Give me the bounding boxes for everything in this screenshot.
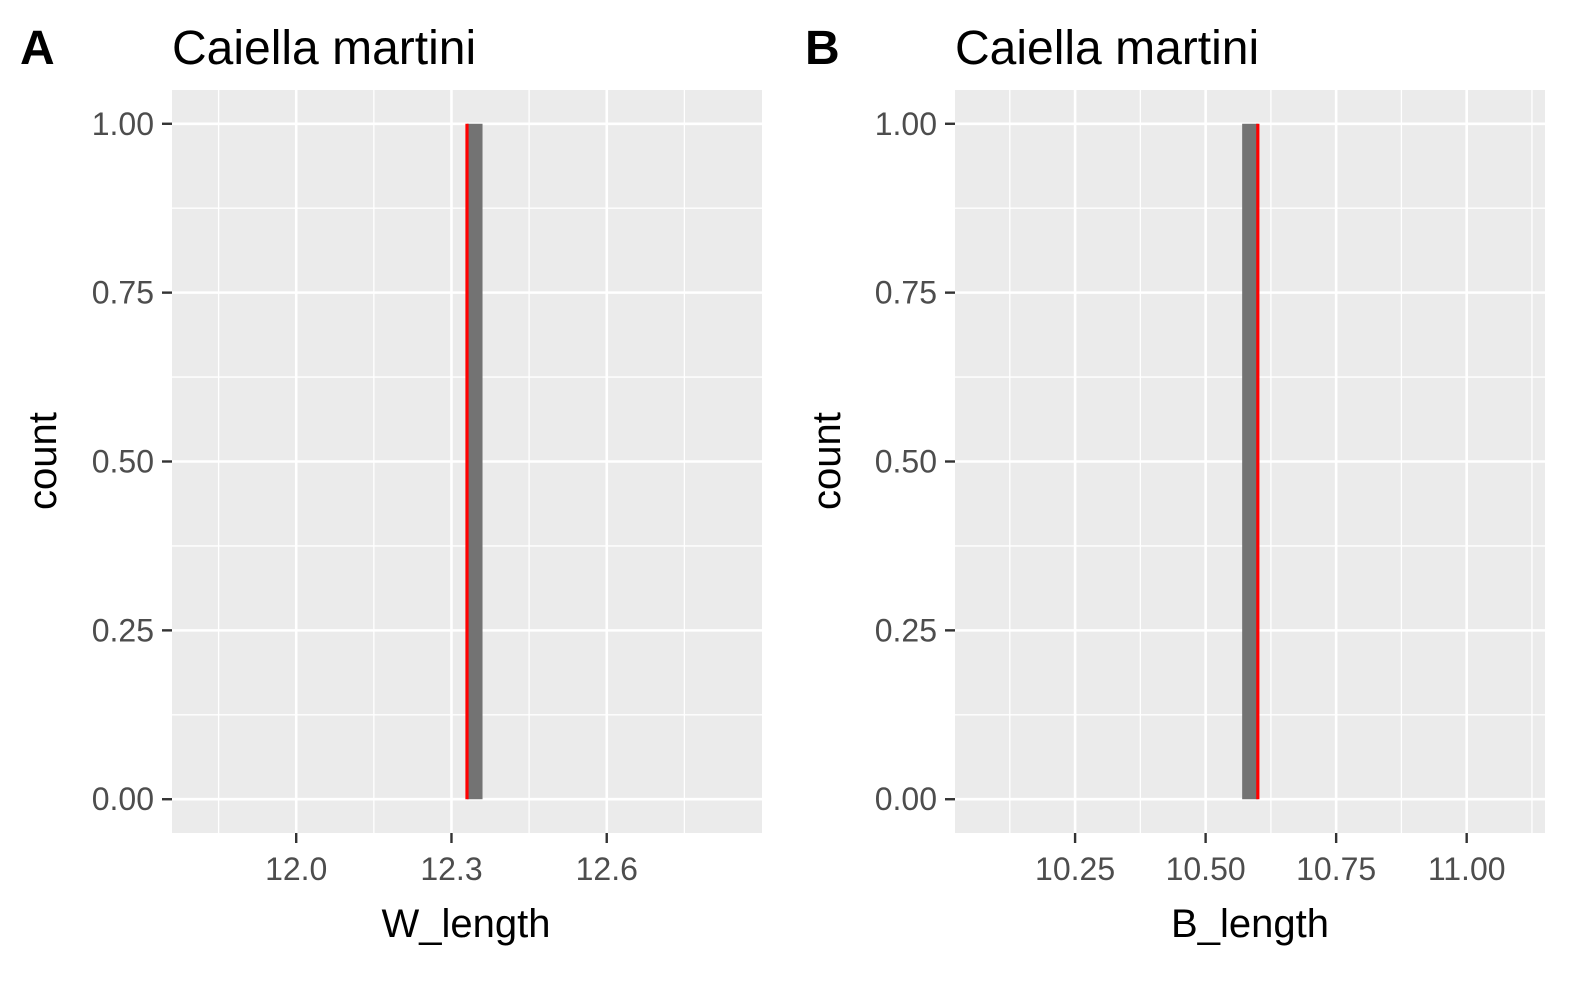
x-tick-label: 10.75 bbox=[1296, 851, 1376, 887]
y-tick-label: 0.75 bbox=[92, 275, 154, 311]
x-axis-title: W_length bbox=[382, 902, 551, 946]
panel-b: B Caiella martini 0.00 0.25 0.50 0.75 1.00 1… bbox=[805, 22, 1545, 946]
y-axis: 0.00 0.25 0.50 0.75 1.00 bbox=[875, 106, 955, 817]
y-axis: 0.00 0.25 0.50 0.75 1.00 bbox=[92, 106, 172, 817]
x-axis: 12.0 12.3 12.6 bbox=[265, 833, 638, 887]
y-axis-title: count bbox=[21, 412, 65, 510]
x-axis-title: B_length bbox=[1171, 902, 1329, 946]
bars bbox=[1242, 123, 1258, 800]
y-tick-label: 0.25 bbox=[875, 612, 937, 648]
y-tick-label: 0.25 bbox=[92, 612, 154, 648]
x-tick-label: 10.50 bbox=[1166, 851, 1246, 887]
panel-tag: B bbox=[805, 22, 840, 75]
y-tick-label: 1.00 bbox=[92, 106, 154, 142]
histogram-bar bbox=[467, 123, 483, 800]
panel-tag: A bbox=[20, 22, 55, 75]
bars bbox=[467, 123, 483, 800]
histogram-bar bbox=[1242, 123, 1258, 800]
x-axis: 10.25 10.50 10.75 11.00 bbox=[1035, 833, 1506, 887]
y-tick-label: 0.50 bbox=[92, 444, 154, 480]
y-tick-label: 0.50 bbox=[875, 444, 937, 480]
y-tick-label: 1.00 bbox=[875, 106, 937, 142]
panel-title: Caiella martini bbox=[955, 22, 1259, 75]
x-tick-label: 11.00 bbox=[1428, 851, 1506, 887]
y-tick-label: 0.75 bbox=[875, 275, 937, 311]
x-tick-label: 12.0 bbox=[265, 851, 327, 887]
x-tick-label: 12.6 bbox=[576, 851, 638, 887]
panel-a: A Caiella martini 0.00 0.25 0.50 0.75 1.00 1… bbox=[20, 22, 762, 946]
panel-title: Caiella martini bbox=[172, 22, 476, 75]
y-axis-title: count bbox=[805, 412, 849, 510]
y-tick-label: 0.00 bbox=[92, 781, 154, 817]
x-tick-label: 12.3 bbox=[420, 851, 482, 887]
y-tick-label: 0.00 bbox=[875, 781, 937, 817]
x-tick-label: 10.25 bbox=[1035, 851, 1115, 887]
